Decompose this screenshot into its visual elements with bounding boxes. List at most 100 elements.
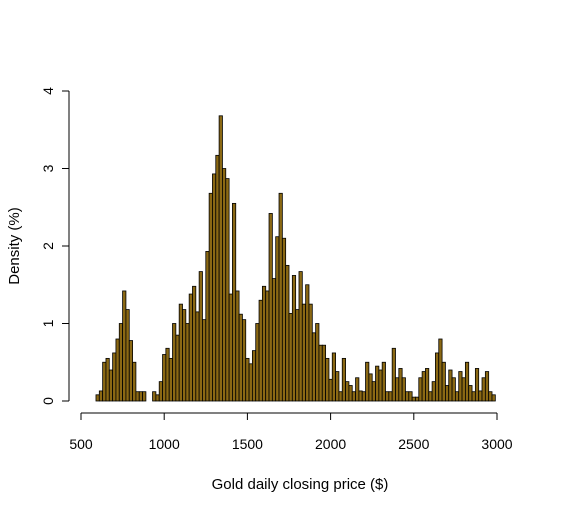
histogram-bar: [391, 347, 396, 402]
histogram-bar: [165, 347, 170, 402]
histogram-bar: [468, 385, 473, 402]
histogram-bar: [218, 115, 223, 402]
histogram-bar: [491, 394, 496, 402]
histogram-bar: [232, 202, 237, 402]
histogram-bar: [178, 303, 183, 402]
histogram-bar: [398, 368, 403, 402]
histogram-bar: [208, 192, 213, 402]
histogram-bar: [195, 311, 200, 402]
histogram-bar: [368, 373, 373, 402]
histogram-bar: [441, 361, 446, 402]
histogram-bar: [98, 390, 104, 402]
histogram-bar: [132, 361, 137, 402]
histogram-bar: [311, 332, 317, 402]
histogram-bar: [401, 377, 406, 402]
histogram-bar: [331, 352, 336, 402]
histogram-bar: [285, 264, 290, 402]
histogram-bar: [318, 344, 323, 402]
bars-group: [95, 115, 496, 402]
histogram-bar: [288, 313, 293, 402]
histogram-bar: [348, 385, 353, 402]
histogram-bar: [301, 303, 307, 402]
x-tick-label: 1000: [149, 436, 180, 452]
histogram-bar: [112, 352, 117, 402]
histogram-bar: [175, 334, 180, 402]
x-tick-label: 2000: [315, 436, 346, 452]
histogram-bar: [375, 365, 380, 402]
histogram-bar: [415, 396, 420, 402]
histogram-bar: [435, 352, 440, 402]
histogram-bar: [128, 340, 133, 402]
histogram-bar: [305, 284, 310, 402]
histogram-bar: [212, 173, 217, 402]
histogram-bar: [251, 350, 257, 402]
histogram-bar: [261, 285, 267, 402]
histogram-bar: [365, 361, 370, 402]
histogram-bar: [438, 338, 443, 402]
histogram-bar: [378, 369, 383, 402]
histogram-bar: [371, 381, 376, 402]
histogram-bar: [265, 290, 270, 402]
histogram-bar: [95, 394, 100, 402]
histogram-bar: [358, 390, 363, 402]
histogram-bar: [242, 319, 247, 402]
histogram-bar: [388, 391, 393, 402]
histogram-bar: [258, 299, 263, 402]
histogram-bar: [238, 313, 243, 402]
histogram-bar: [481, 377, 486, 402]
histogram-bar: [425, 368, 430, 402]
histogram-bar: [445, 385, 450, 402]
histogram-bar: [338, 391, 343, 402]
x-ticks-group: 500 1000 1500 2000 2500 3000: [69, 413, 513, 452]
histogram-bar: [341, 357, 346, 402]
x-tick-label: 500: [69, 436, 93, 452]
histogram-bar: [125, 309, 130, 402]
x-axis-label: Gold daily closing price ($): [212, 476, 389, 493]
histogram-bar: [431, 381, 436, 402]
histogram-bar: [192, 285, 197, 402]
histogram-bar: [351, 391, 356, 402]
histogram-bar: [355, 377, 360, 402]
histogram-bar: [185, 323, 190, 402]
y-tick-label: 0: [40, 397, 56, 405]
histogram-bar: [451, 377, 456, 402]
x-tick-label: 3000: [481, 436, 512, 452]
histogram-bar: [222, 168, 227, 402]
y-ticks-group: 0 1 2 3 4: [40, 87, 69, 405]
histogram-bar: [235, 290, 240, 402]
histogram-bar: [361, 391, 366, 402]
histogram-bar: [291, 275, 297, 402]
histogram-bar: [408, 391, 413, 402]
histogram-bar: [328, 378, 333, 402]
histogram-bar: [202, 319, 207, 402]
histogram-bar: [255, 323, 260, 402]
y-tick-label: 2: [40, 242, 56, 250]
histogram-bar: [155, 394, 160, 402]
histogram-bar: [428, 391, 433, 402]
histogram-bar: [215, 154, 220, 402]
histogram-bar: [118, 323, 123, 402]
histogram-bar: [271, 278, 277, 402]
histogram-bar: [405, 391, 410, 402]
histogram-bar: [448, 369, 453, 402]
histogram-bar: [345, 381, 350, 402]
histogram-bar: [138, 391, 143, 402]
histogram-bar: [295, 309, 300, 402]
y-axis-label: Density (%): [6, 207, 23, 285]
histogram-bar: [484, 371, 490, 402]
histogram-bar: [458, 371, 463, 402]
histogram-bar: [381, 361, 386, 402]
histogram-bar: [105, 357, 110, 402]
histogram-bar: [454, 391, 460, 402]
histogram-bar: [275, 236, 280, 402]
histogram-bar: [421, 371, 426, 402]
histogram-bar: [418, 377, 423, 402]
histogram-bar: [198, 271, 203, 402]
x-tick-label: 1500: [232, 436, 263, 452]
histogram-bar: [205, 251, 210, 402]
histogram-bar: [298, 271, 303, 402]
histogram-bar: [474, 368, 480, 402]
histogram-bar: [168, 357, 173, 402]
histogram-bar: [478, 390, 483, 402]
histogram-bar: [308, 303, 313, 402]
